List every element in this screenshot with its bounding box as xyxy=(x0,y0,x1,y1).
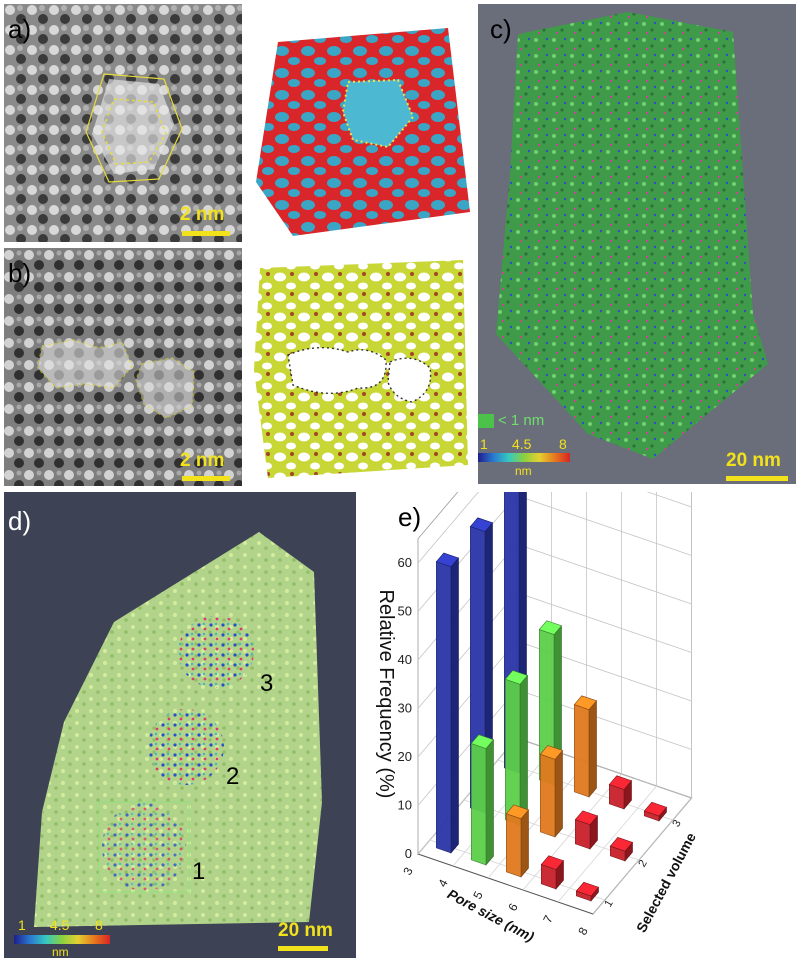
x-gridline-floor xyxy=(417,737,517,855)
x-tick-label: 8 xyxy=(575,925,591,938)
bar-front xyxy=(471,743,487,866)
panel-a-tem-image xyxy=(4,4,242,242)
panel-d-colorbar-unit: nm xyxy=(52,945,69,959)
tem-image-b xyxy=(4,248,242,486)
panel-b-3d-render xyxy=(248,250,473,484)
bar-top xyxy=(574,810,599,826)
small-pore-legend-swatch xyxy=(478,414,494,428)
bar-top xyxy=(609,837,634,852)
bar-front xyxy=(506,813,522,878)
bar-side xyxy=(485,738,494,866)
tem-image-a xyxy=(4,4,242,242)
pore-render-b xyxy=(254,260,468,478)
bar-top xyxy=(643,801,668,817)
panel-a-scale-bar xyxy=(182,231,230,236)
panel-b-tem-image xyxy=(4,248,242,486)
bar-top xyxy=(504,670,529,685)
panel-b-scale-text: 2 nm xyxy=(180,450,225,471)
panel-c-3d-volume xyxy=(478,4,796,484)
panel-c-colorbar-max: 8 xyxy=(559,436,567,452)
x-gridline-floor xyxy=(487,761,587,879)
panel-a-scale-text: 2 nm xyxy=(180,204,225,225)
y-tick-label: 40 xyxy=(398,652,412,667)
bar-top xyxy=(540,855,565,870)
y-tick-label: 20 xyxy=(398,749,412,764)
panel-d-scale-text: 20 nm xyxy=(278,920,333,941)
panel-c-label: c) xyxy=(490,14,512,44)
x-tick-label: 7 xyxy=(540,913,556,926)
region-label-3: 3 xyxy=(260,670,274,697)
bar-side xyxy=(554,749,563,838)
panel-a-3d-render xyxy=(248,22,473,242)
pore-volume-d xyxy=(34,532,322,927)
panel-d-colorbar-max: 8 xyxy=(95,917,103,933)
z-tick-label: 2 xyxy=(636,858,649,869)
region-label-1: 1 xyxy=(192,858,206,885)
panel-c-colorbar-unit: nm xyxy=(515,464,532,478)
bar-top xyxy=(608,775,633,790)
panel-d-label: d) xyxy=(8,506,32,536)
panel-c-colorbar xyxy=(478,453,570,462)
y-tick-label: 50 xyxy=(398,604,412,619)
x-gridline-floor xyxy=(522,773,622,891)
x-axis-title: Pore size (nm) xyxy=(445,886,537,945)
bar-top xyxy=(505,804,530,820)
region-label-2: 2 xyxy=(226,763,240,790)
panel-b-scale-bar xyxy=(182,476,230,481)
z-tick-label: 1 xyxy=(602,898,615,909)
x-tick-label: 6 xyxy=(505,901,521,914)
bar-front xyxy=(574,704,590,798)
panel-d-colorbar-mid: 4.5 xyxy=(50,917,70,933)
panel-a-label: a) xyxy=(8,14,32,44)
y-tick-label: 0 xyxy=(405,846,412,861)
panel-c-scale-bar xyxy=(726,476,788,481)
panel-c-colorbar-mid: 4.5 xyxy=(512,436,532,452)
z-tick-label: 3 xyxy=(670,818,683,829)
bar-top xyxy=(575,881,600,897)
panel-d-scale-bar xyxy=(278,946,328,951)
y-axis-title: Relative Frequency (%) xyxy=(375,589,397,798)
pore-volume-c xyxy=(496,12,768,459)
pore-render-a xyxy=(256,28,470,236)
bar-top xyxy=(469,517,494,532)
bar-side xyxy=(520,809,529,878)
bar-top xyxy=(573,695,598,710)
small-pore-legend-text: < 1 nm xyxy=(498,412,545,429)
panel-d-colorbar-min: 1 xyxy=(18,917,26,933)
bar-top xyxy=(538,620,563,635)
x-gridline-floor xyxy=(452,749,552,867)
panel-d-colorbar xyxy=(14,935,110,944)
bar-side xyxy=(519,674,528,826)
y-tick-label: 30 xyxy=(398,701,412,716)
y-tick-label: 60 xyxy=(398,555,412,570)
bar-front xyxy=(505,678,521,826)
x-tick-label: 4 xyxy=(435,877,451,890)
bar-front xyxy=(436,561,452,854)
bar-side xyxy=(450,557,459,854)
panel-d-3d-volume xyxy=(4,492,356,958)
panel-e-label: e) xyxy=(398,502,422,532)
panel-c-colorbar-min: 1 xyxy=(480,436,488,452)
bar-top xyxy=(470,734,495,749)
bar-top xyxy=(435,552,460,568)
bar-side xyxy=(588,700,597,798)
panel-b-label: b) xyxy=(8,258,32,288)
bar-front xyxy=(540,753,556,838)
y-tick-label: 10 xyxy=(398,798,412,813)
x-gridline-floor xyxy=(592,797,692,915)
x-tick-label: 3 xyxy=(400,865,416,878)
panel-c-scale-text: 20 nm xyxy=(726,450,781,471)
x-gridline-floor xyxy=(557,785,657,903)
y-gridline xyxy=(417,492,692,564)
bar-top xyxy=(539,745,564,760)
